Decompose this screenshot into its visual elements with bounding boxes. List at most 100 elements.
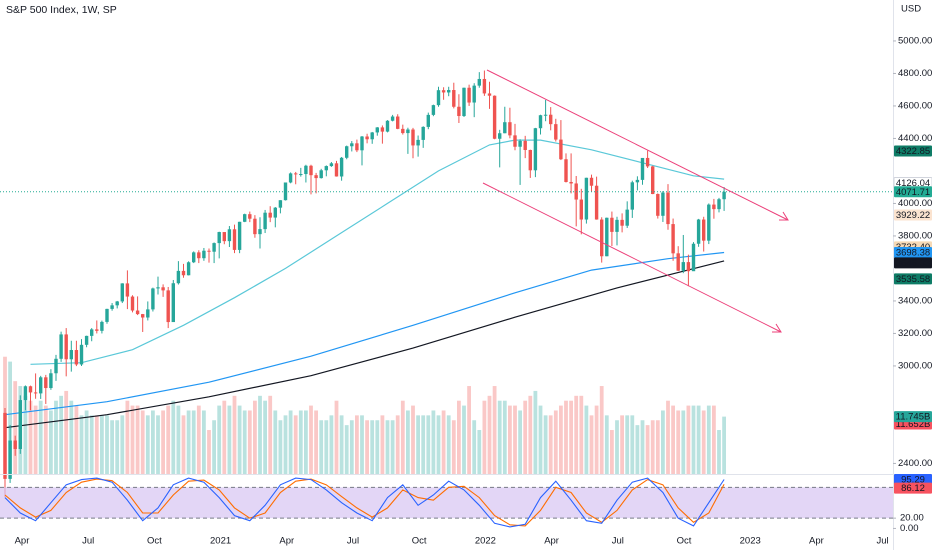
candle-body bbox=[135, 310, 140, 315]
volume-bar bbox=[263, 400, 267, 474]
candle-body bbox=[605, 217, 609, 257]
candle-body bbox=[676, 253, 680, 271]
candle-body bbox=[707, 204, 711, 241]
y-tick-label: 4800.00 bbox=[898, 68, 932, 79]
candle-body bbox=[538, 115, 543, 129]
candle-body bbox=[702, 219, 706, 241]
price-label: 4322.85 bbox=[896, 146, 930, 157]
price-label: 95.29 bbox=[901, 474, 925, 485]
price-label: 3698.38 bbox=[896, 247, 930, 258]
candle-body bbox=[492, 95, 497, 139]
volume-bar bbox=[130, 405, 135, 474]
candle-body bbox=[651, 166, 655, 195]
price-label-bg bbox=[894, 209, 932, 221]
x-tick-label: Jul bbox=[612, 536, 624, 547]
rsi-tick-label: 0.00 bbox=[900, 523, 919, 534]
volume-bar bbox=[324, 420, 329, 474]
volume-bar bbox=[171, 400, 176, 474]
volume-bar bbox=[462, 405, 466, 474]
volume-bar bbox=[411, 405, 415, 474]
x-tick-label: Jul bbox=[82, 536, 94, 547]
candle-body bbox=[151, 288, 155, 310]
y-tick-label: 3000.00 bbox=[898, 360, 932, 371]
candle-body bbox=[620, 219, 624, 226]
candle-body bbox=[385, 120, 390, 132]
volume-bar bbox=[467, 386, 471, 474]
volume-bar bbox=[329, 415, 334, 474]
candle-body bbox=[569, 181, 573, 184]
x-tick-label: 2023 bbox=[740, 536, 761, 547]
candle-body bbox=[74, 350, 79, 365]
volume-bar bbox=[625, 415, 630, 474]
volume-bar bbox=[712, 405, 716, 474]
volume-bar bbox=[135, 405, 140, 474]
volume-bar bbox=[406, 410, 410, 474]
candle-body bbox=[79, 344, 84, 365]
price-label-bg bbox=[894, 273, 932, 285]
volume-bar bbox=[125, 400, 130, 474]
candle-body bbox=[288, 173, 293, 183]
candle-body bbox=[202, 250, 206, 259]
volume-bar bbox=[640, 420, 645, 474]
candle-body bbox=[411, 129, 415, 146]
volume-bar bbox=[538, 405, 543, 474]
volume-bar bbox=[176, 405, 181, 474]
candle-body bbox=[319, 170, 323, 179]
volume-bar bbox=[33, 405, 38, 474]
candle-body bbox=[3, 412, 7, 479]
candle-body bbox=[380, 127, 385, 132]
price-label: 11.652B bbox=[896, 419, 931, 430]
candle-body bbox=[436, 90, 441, 106]
volume-bar bbox=[298, 410, 303, 474]
candle-body bbox=[84, 335, 89, 345]
volume-bar bbox=[74, 405, 79, 474]
volume-bar bbox=[446, 415, 451, 474]
candle-body bbox=[8, 440, 12, 479]
volume-bar bbox=[400, 400, 405, 474]
x-tick-label: Apr bbox=[544, 536, 559, 547]
volume-bar bbox=[247, 410, 252, 474]
volume-bar bbox=[620, 415, 624, 474]
candle-body bbox=[141, 314, 145, 318]
candle-body bbox=[615, 219, 619, 232]
candle-body bbox=[192, 252, 196, 263]
y-tick-label: 5000.00 bbox=[898, 35, 932, 46]
volume-bar bbox=[28, 400, 33, 474]
volume-bar bbox=[268, 395, 273, 474]
channel bbox=[482, 69, 789, 333]
volume-bar bbox=[349, 420, 354, 474]
volume-bar bbox=[645, 425, 650, 474]
candle-body bbox=[69, 350, 73, 360]
candle-body bbox=[482, 78, 487, 94]
volume-bar bbox=[513, 405, 517, 474]
candle-body bbox=[324, 166, 328, 171]
volume-bar bbox=[681, 410, 686, 474]
rsi-line bbox=[4, 477, 725, 528]
candle-body bbox=[661, 192, 665, 216]
candle-body bbox=[390, 116, 395, 121]
x-tick-label: Jul bbox=[347, 536, 359, 547]
candle-layer bbox=[0, 70, 893, 498]
candle-body bbox=[278, 200, 283, 208]
candle-body bbox=[33, 392, 38, 394]
volume-bar bbox=[548, 415, 553, 474]
candle-body bbox=[487, 93, 492, 96]
volume-bar bbox=[64, 390, 69, 474]
candle-body bbox=[304, 165, 308, 175]
volume-bar bbox=[635, 425, 640, 474]
price-label: 86.12 bbox=[901, 483, 925, 494]
volume-bar bbox=[278, 420, 283, 474]
chart-title: S&P 500 Index, 1W, SP bbox=[6, 4, 117, 16]
price-label: 3929.22 bbox=[896, 210, 930, 221]
candle-body bbox=[477, 78, 481, 86]
volume-bar bbox=[227, 405, 232, 474]
candle-body bbox=[549, 114, 553, 125]
volume-bar bbox=[666, 400, 670, 474]
volume-bar bbox=[370, 420, 375, 474]
volume-bar bbox=[140, 410, 145, 474]
moving-average bbox=[30, 139, 725, 365]
channel-bottom bbox=[482, 182, 782, 333]
volume-bar bbox=[701, 410, 706, 474]
candle-body bbox=[120, 283, 124, 302]
volume-bar bbox=[253, 400, 257, 474]
